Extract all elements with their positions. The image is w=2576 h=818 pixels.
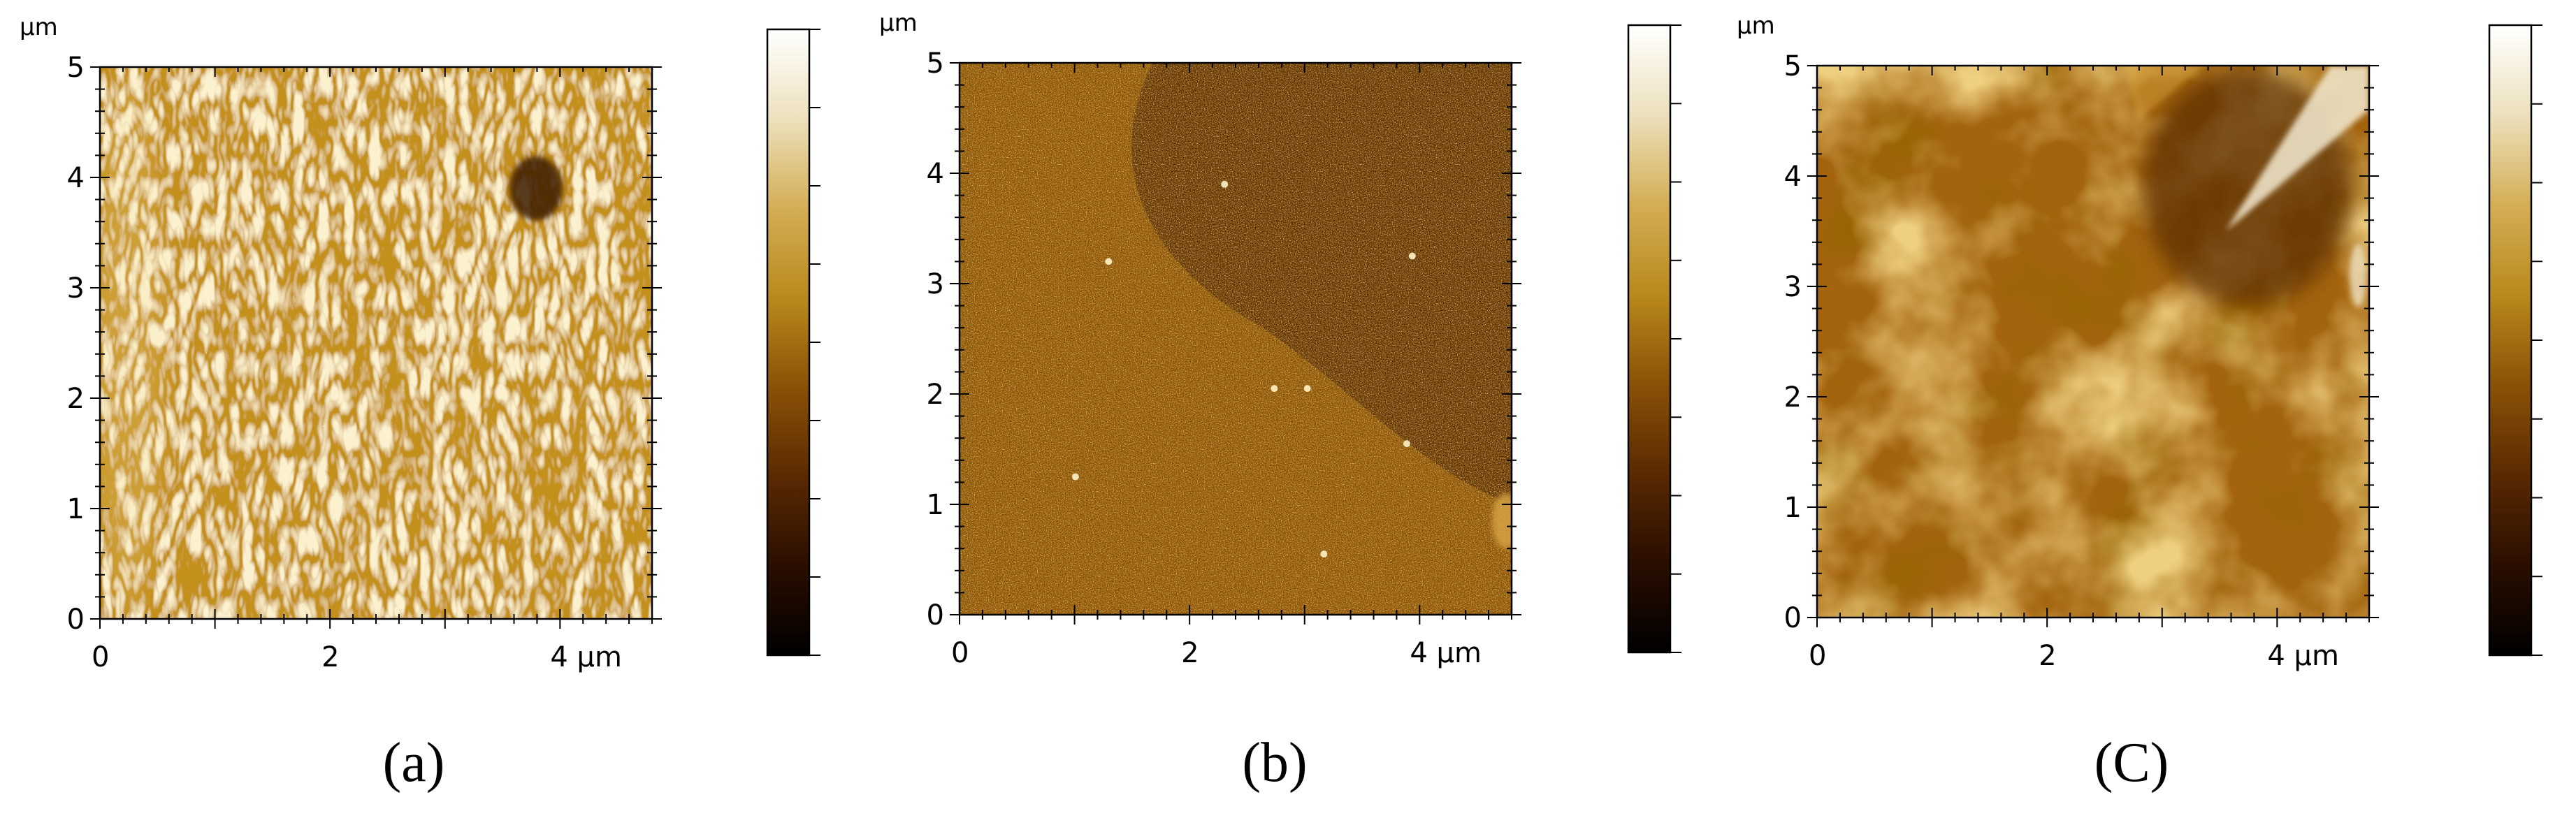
panel-caption-b: (b) [1242,732,1307,794]
y-tick-label: 0 [1784,602,1802,634]
x-tick-label: 2 [2039,640,2056,672]
afm-image-c [1817,66,2369,618]
y-tick-label: 1 [67,493,85,525]
x-tick-label: 4 µm [2267,640,2339,672]
y-tick-label: 2 [927,379,944,411]
axis-ticks-b [950,62,1521,625]
x-tick-label: 4 µm [1410,637,1482,669]
panel-caption-c: (C) [2094,732,2169,794]
afm-image-b [960,63,1512,615]
panel-a: 0 1 2 3 4 5 0 2 4 µm µm (a) [20,13,820,794]
colorbar-b [1627,24,1681,654]
colorbar-a [766,28,820,657]
y-tick-label: 2 [1784,381,1802,414]
x-tick-label: 2 [321,641,339,673]
y-tick-label: 4 [1784,161,1802,193]
y-tick-label: 1 [927,489,944,521]
y-tick-label: 0 [927,599,944,631]
y-tick-label: 2 [67,383,85,415]
y-tick-label: 5 [927,48,944,80]
colorbar-c [2488,24,2542,657]
x-tick-label: 0 [951,637,969,669]
y-tick-label: 0 [67,604,85,636]
y-tick-label: 3 [927,268,944,300]
x-tick-label: 2 [1181,637,1199,669]
x-tick-label: 0 [92,641,109,673]
y-tick-label: 5 [67,52,85,84]
y-unit-label: µm [879,9,918,37]
y-unit-label: µm [20,13,58,41]
axis-ticks-a [90,66,662,629]
x-tick-label: 4 µm [550,641,622,673]
y-tick-label: 1 [1784,492,1802,524]
y-tick-label: 4 [927,158,944,190]
y-unit-label: µm [1737,12,1775,40]
y-tick-label: 5 [1784,50,1802,82]
y-tick-label: 4 [67,162,85,194]
panel-c: 0 1 2 3 4 5 0 2 4 µm µm (C) [1737,12,2542,794]
axis-ticks-c [1807,65,2379,627]
x-tick-label: 0 [1809,640,1826,672]
y-tick-label: 3 [1784,271,1802,303]
panel-b: 0 1 2 3 4 5 0 2 4 µm µm (b) [879,9,1681,794]
afm-image-a [100,67,652,619]
panel-caption-a: (a) [383,732,445,794]
y-tick-label: 3 [67,272,85,305]
